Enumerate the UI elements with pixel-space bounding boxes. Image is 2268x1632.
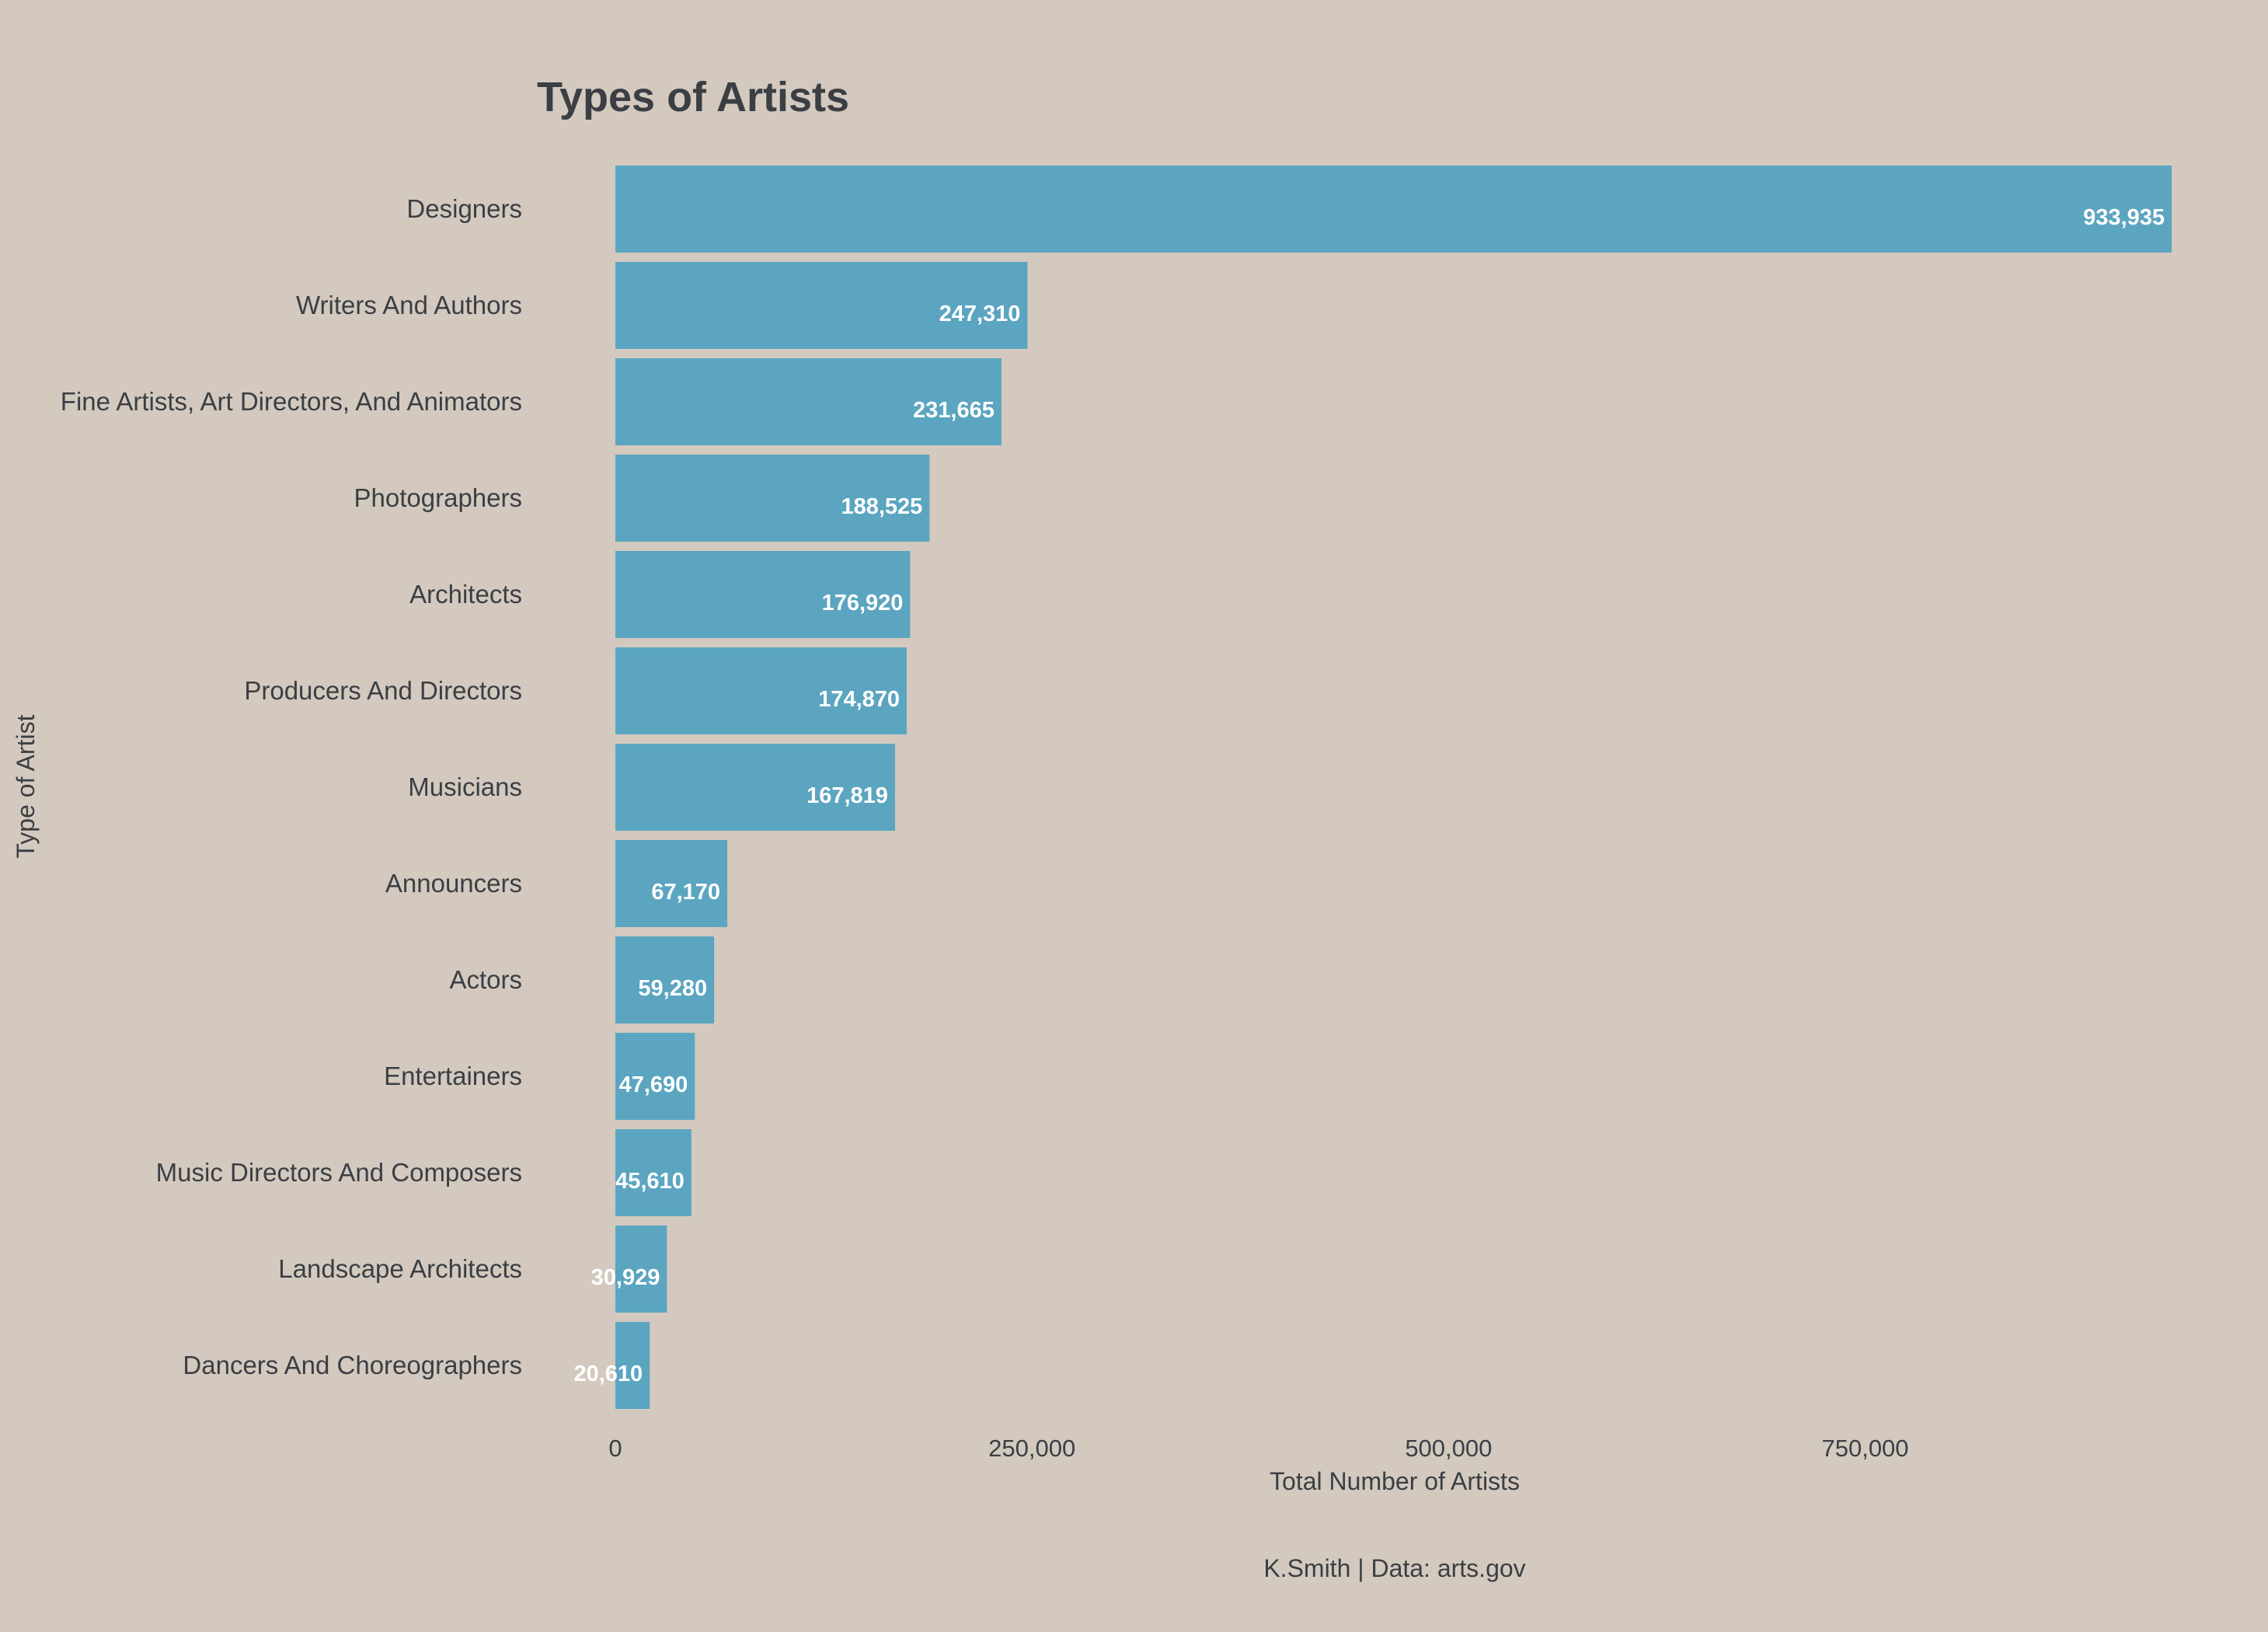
- bar-value-label: 188,525: [841, 494, 922, 519]
- bar: [615, 166, 2172, 253]
- category-label: Actors: [449, 965, 522, 994]
- category-label: Music Directors And Composers: [156, 1158, 522, 1187]
- bar: [615, 744, 895, 831]
- bar: [615, 936, 715, 1023]
- bar-value-label: 30,929: [591, 1265, 660, 1290]
- bar: [615, 1226, 667, 1313]
- bar: [615, 647, 908, 734]
- bar-value-label: 67,170: [651, 880, 720, 905]
- bar-value-label: 59,280: [638, 976, 707, 1001]
- category-label: Designers: [406, 194, 522, 223]
- x-axis-title: Total Number of Artists: [1270, 1467, 1520, 1495]
- bar: [615, 551, 911, 638]
- bar-value-label: 167,819: [807, 783, 888, 808]
- category-labels: Designers Writers And Authors Fine Artists…: [61, 194, 522, 1379]
- bar: [615, 1129, 692, 1216]
- bar-value-label: 231,665: [913, 398, 995, 423]
- category-label: Architects: [409, 580, 522, 609]
- bar: [615, 262, 1028, 349]
- category-label: Landscape Architects: [278, 1254, 522, 1283]
- chart-caption: K.Smith | Data: arts.gov: [1263, 1554, 1525, 1582]
- category-label: Dancers And Choreographers: [183, 1351, 522, 1379]
- bar-value-label: 174,870: [818, 687, 900, 712]
- category-label: Announcers: [385, 869, 522, 898]
- bar-value-label: 247,310: [939, 302, 1021, 326]
- x-tick-label: 750,000: [1821, 1435, 1908, 1462]
- bar: [615, 455, 930, 542]
- chart-title: Types of Artists: [537, 74, 849, 120]
- category-label: Writers And Authors: [296, 291, 522, 319]
- y-axis-title: Type of Artist: [12, 714, 40, 858]
- x-tick-label: 500,000: [1405, 1435, 1492, 1462]
- bar: [615, 1033, 695, 1120]
- bar: [615, 840, 728, 927]
- category-label: Producers And Directors: [244, 676, 522, 705]
- x-axis-ticks: 0 250,000 500,000 750,000: [608, 1435, 1908, 1462]
- category-label: Fine Artists, Art Directors, And Animato…: [61, 387, 522, 416]
- x-tick-label: 250,000: [988, 1435, 1075, 1462]
- bar: [615, 1322, 650, 1409]
- bar-value-label: 20,610: [573, 1362, 643, 1386]
- bar-value-label: 45,610: [615, 1169, 685, 1194]
- category-label: Musicians: [408, 772, 522, 801]
- bar-value-label: 176,920: [822, 591, 904, 615]
- bar-value-label: 47,690: [619, 1072, 688, 1097]
- category-label: Entertainers: [384, 1062, 522, 1090]
- bar: [615, 358, 1002, 445]
- x-tick-label: 0: [608, 1435, 622, 1462]
- bar-value-label: 933,935: [2083, 205, 2165, 230]
- bars-layer: 933,935 247,310 231,665 188,525 176,920 174,8…: [573, 166, 2172, 1409]
- category-label: Photographers: [354, 483, 522, 512]
